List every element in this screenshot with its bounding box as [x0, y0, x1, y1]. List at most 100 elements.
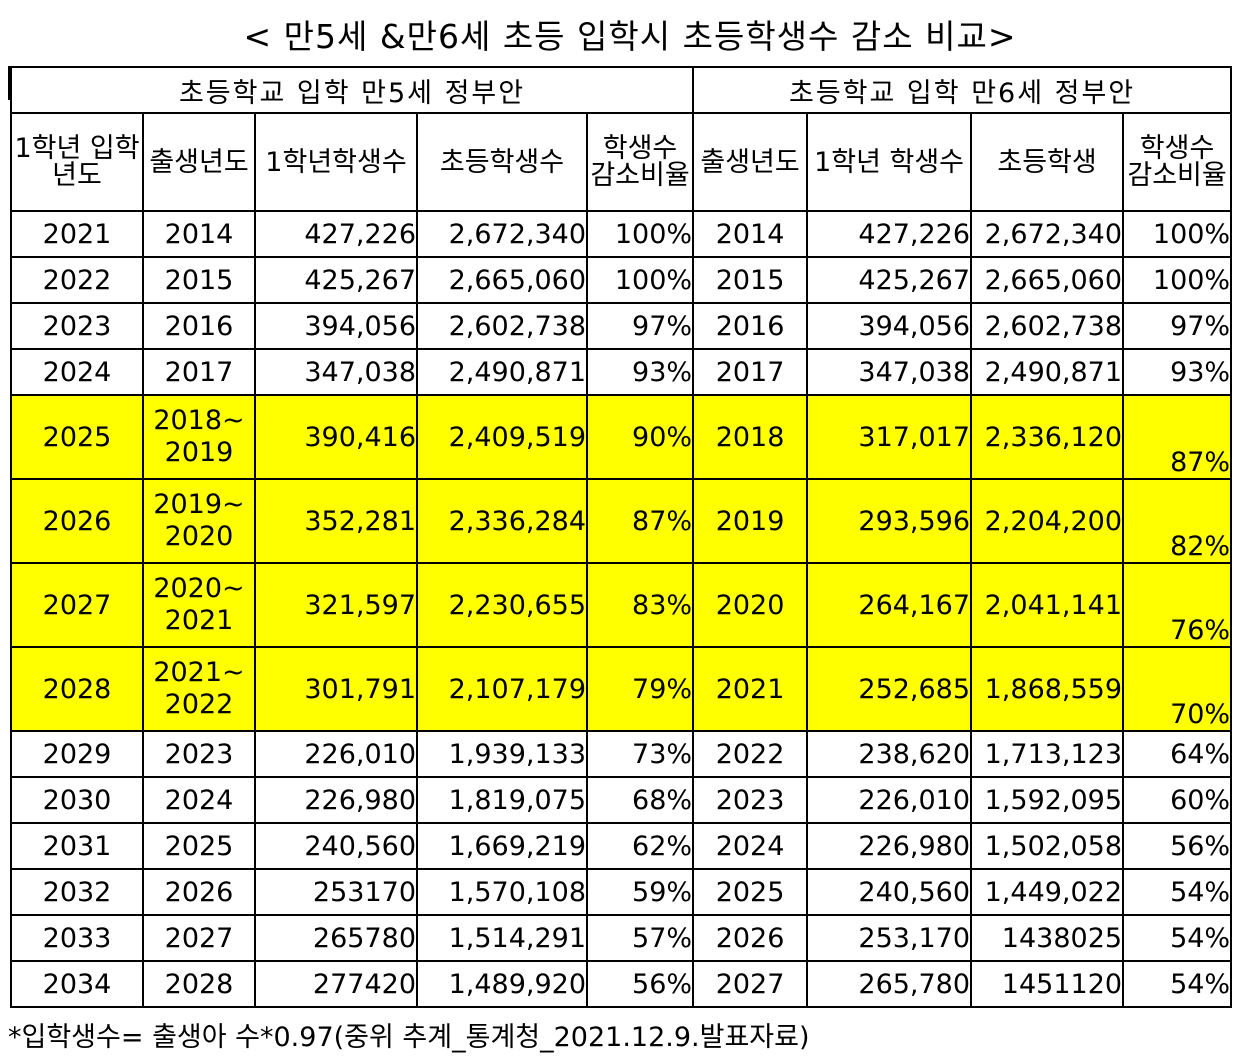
cell-ratio-6: 87% [1122, 394, 1233, 480]
cell-elementary-total-5: 1,669,219 [416, 822, 588, 870]
cell-ratio-6: 54% [1122, 914, 1233, 962]
cell-birth-year-6: 2025 [692, 868, 809, 916]
cell-birth-year-6: 2021 [692, 646, 809, 732]
cell-elementary-total-6: 2,602,738 [970, 302, 1125, 350]
cell-elementary-total-5: 2,230,655 [416, 562, 588, 648]
cell-elementary-total-5: 2,665,060 [416, 256, 588, 304]
cell-entry-year: 2030 [10, 776, 144, 824]
cell-entry-year: 2026 [10, 478, 144, 564]
group-header-row: 초등학교 입학 만5세 정부안 초등학교 입학 만6세 정부안 [9, 66, 1233, 114]
cell-elementary-total-6: 1,713,123 [970, 730, 1125, 778]
cell-first-grade-6: 347,038 [806, 348, 973, 396]
cell-elementary-total-6: 1438025 [970, 914, 1125, 962]
birth-year-range-start: 2021~ [153, 657, 245, 688]
cell-first-grade-6: 427,226 [806, 210, 973, 258]
cell-entry-year: 2033 [10, 914, 144, 962]
table-row: 2028 2021~ 2022 301,791 2,107,179 79% 2021 252,… [10, 646, 1233, 732]
cell-elementary-total-6: 2,490,871 [970, 348, 1125, 396]
header-ratio-6: 학생수 감소비율 [1122, 112, 1233, 212]
birth-year-range-start: 2020~ [153, 573, 245, 604]
cell-ratio-6: 54% [1122, 868, 1233, 916]
table-row: 2034 2028 277420 1,489,920 56% 2027 265,780 145… [10, 960, 1233, 1008]
cell-ratio-5: 56% [585, 960, 695, 1008]
cell-ratio-5: 87% [585, 478, 695, 564]
cell-ratio-5: 59% [585, 868, 695, 916]
cell-birth-year-5: 2024 [142, 776, 256, 824]
cell-birth-year-6: 2026 [692, 914, 809, 962]
birth-year-range-end: 2022 [164, 689, 234, 720]
cell-entry-year: 2028 [10, 646, 144, 732]
cell-birth-year-6: 2022 [692, 730, 809, 778]
cell-first-grade-6: 394,056 [806, 302, 973, 350]
cell-elementary-total-5: 2,490,871 [416, 348, 588, 396]
cell-elementary-total-6: 1,868,559 [970, 646, 1125, 732]
cell-elementary-total-5: 1,570,108 [416, 868, 588, 916]
cell-birth-year-6: 2027 [692, 960, 809, 1008]
cell-first-grade-6: 252,685 [806, 646, 973, 732]
footnote: *입학생수= 출생아 수*0.97(중위 추계_통계청_2021.12.9.발표… [8, 1022, 810, 1053]
cell-elementary-total-5: 1,489,920 [416, 960, 588, 1008]
cell-elementary-total-6: 2,336,120 [970, 394, 1125, 480]
cell-birth-year-5: 2021~ 2022 [142, 646, 256, 732]
cell-birth-year-5: 2017 [142, 348, 256, 396]
birth-year-range-start: 2019~ [153, 489, 245, 520]
header-birth-year-5: 출생년도 [142, 112, 256, 212]
cell-ratio-6: 100% [1122, 256, 1233, 304]
cell-ratio-6: 56% [1122, 822, 1233, 870]
birth-year-range-end: 2020 [164, 521, 234, 552]
cell-entry-year: 2032 [10, 868, 144, 916]
cell-entry-year: 2025 [10, 394, 144, 480]
header-elementary-total-6: 초등학생 [970, 112, 1125, 212]
cell-ratio-5: 83% [585, 562, 695, 648]
table-row: 2033 2027 265780 1,514,291 57% 2026 253,170 143… [10, 914, 1233, 962]
cell-birth-year-5: 2028 [142, 960, 256, 1008]
cell-elementary-total-5: 2,336,284 [416, 478, 588, 564]
cell-first-grade-6: 226,010 [806, 776, 973, 824]
cell-entry-year: 2023 [10, 302, 144, 350]
cell-first-grade-5: 226,010 [254, 730, 418, 778]
header-first-grade-6: 1학년 학생수 [806, 112, 973, 212]
cell-elementary-total-6: 1,449,022 [970, 868, 1125, 916]
cell-first-grade-5: 265780 [254, 914, 418, 962]
cell-first-grade-5: 321,597 [254, 562, 418, 648]
cell-first-grade-5: 390,416 [254, 394, 418, 480]
cell-first-grade-5: 394,056 [254, 302, 418, 350]
cell-elementary-total-6: 2,204,200 [970, 478, 1125, 564]
cell-birth-year-6: 2023 [692, 776, 809, 824]
table-row: 2027 2020~ 2021 321,597 2,230,655 83% 2020 264,… [10, 562, 1233, 648]
cell-first-grade-5: 347,038 [254, 348, 418, 396]
header-entry-year: 1학년 입학년도 [10, 112, 144, 212]
column-header-row: 1학년 입학년도 출생년도 1학년학생수 초등학생수 학생수 감소비율 출생년도… [10, 112, 1233, 212]
table-row: 2021 2014 427,226 2,672,340 100% 2014 427,226 2… [10, 210, 1233, 258]
cell-elementary-total-6: 1,502,058 [970, 822, 1125, 870]
cell-ratio-6: 54% [1122, 960, 1233, 1008]
cell-ratio-5: 57% [585, 914, 695, 962]
cell-ratio-5: 97% [585, 302, 695, 350]
cell-elementary-total-5: 1,819,075 [416, 776, 588, 824]
header-birth-year-6: 출생년도 [692, 112, 809, 212]
cell-first-grade-5: 425,267 [254, 256, 418, 304]
birth-year-range-start: 2018~ [153, 405, 245, 436]
cell-first-grade-6: 425,267 [806, 256, 973, 304]
cell-ratio-6: 60% [1122, 776, 1233, 824]
cell-ratio-6: 76% [1122, 562, 1233, 648]
cell-birth-year-6: 2019 [692, 478, 809, 564]
cell-first-grade-5: 427,226 [254, 210, 418, 258]
table-row: 2024 2017 347,038 2,490,871 93% 2017 347,038 2,… [10, 348, 1233, 396]
cell-entry-year: 2027 [10, 562, 144, 648]
cell-birth-year-6: 2015 [692, 256, 809, 304]
group-header-age5: 초등학교 입학 만5세 정부안 [9, 66, 695, 114]
table-row: 2032 2026 253170 1,570,108 59% 2025 240,560 1,4… [10, 868, 1233, 916]
cell-elementary-total-6: 2,665,060 [970, 256, 1125, 304]
cell-elementary-total-5: 1,514,291 [416, 914, 588, 962]
cell-first-grade-5: 352,281 [254, 478, 418, 564]
cell-first-grade-5: 301,791 [254, 646, 418, 732]
cell-birth-year-5: 2014 [142, 210, 256, 258]
cell-first-grade-6: 293,596 [806, 478, 973, 564]
cell-entry-year: 2031 [10, 822, 144, 870]
cell-entry-year: 2034 [10, 960, 144, 1008]
table-row: 2023 2016 394,056 2,602,738 97% 2016 394,056 2,… [10, 302, 1233, 350]
cell-ratio-5: 62% [585, 822, 695, 870]
cell-first-grade-5: 277420 [254, 960, 418, 1008]
table-row: 2022 2015 425,267 2,665,060 100% 2015 425,267 2… [10, 256, 1233, 304]
